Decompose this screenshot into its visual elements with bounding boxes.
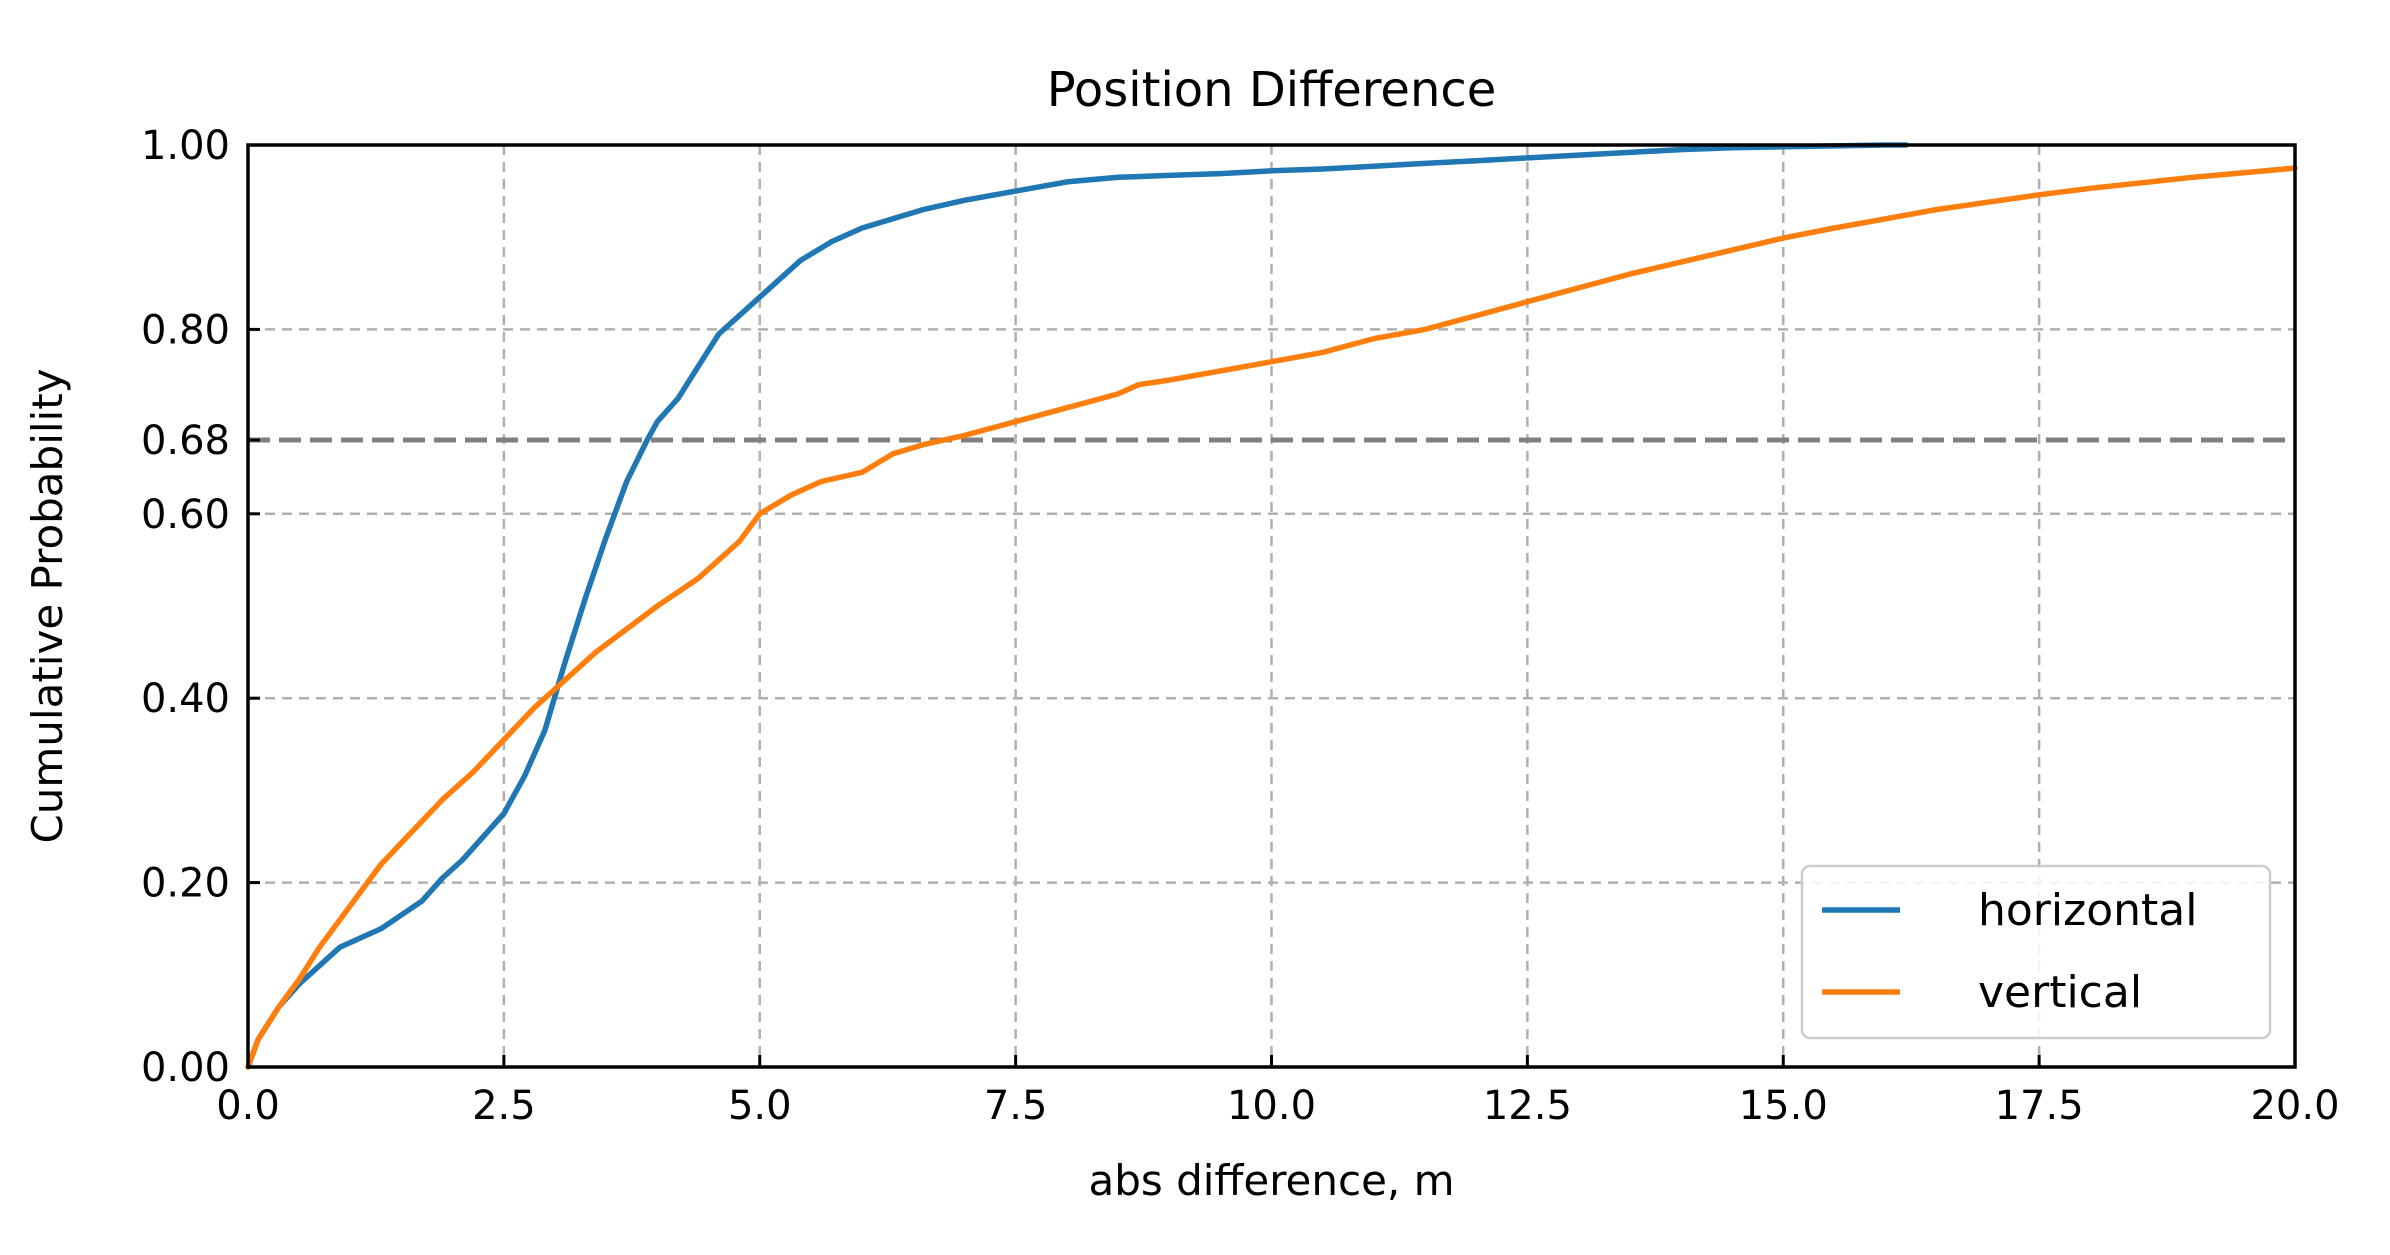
y-tick-label: 0.20	[141, 861, 230, 907]
x-tick-label: 7.5	[984, 1083, 1048, 1129]
x-tick-label: 2.5	[472, 1083, 536, 1129]
x-tick-label: 0.0	[216, 1083, 280, 1129]
x-tick-label: 20.0	[2250, 1083, 2339, 1129]
y-tick-label: 0.68	[141, 418, 230, 464]
grid	[248, 145, 2295, 1067]
chart-title: Position Difference	[1047, 62, 1497, 118]
y-tick-label: 0.00	[141, 1045, 230, 1091]
legend-box	[1800, 864, 2272, 1040]
axis-ticks: 0.0 2.5 5.0 7.5 10.0 12.5 15.0 17.5 20.0 0.00 0.20…	[141, 123, 2340, 1129]
series-line-horizontal	[245, 142, 1909, 1070]
y-axis-label: Cumulative Probability	[23, 368, 72, 843]
y-tick-label: 0.40	[141, 676, 230, 722]
x-tick-label: 17.5	[1995, 1083, 2084, 1129]
legend: horizontal vertical	[1800, 864, 2272, 1040]
y-tick-label: 0.60	[141, 492, 230, 538]
x-tick-label: 12.5	[1483, 1083, 1572, 1129]
series-lines	[245, 142, 2298, 1070]
x-axis-label: abs difference, m	[1088, 1156, 1454, 1205]
series-line-vertical	[245, 165, 2298, 1070]
y-tick-label: 0.80	[141, 307, 230, 353]
y-tick-label: 1.00	[141, 123, 230, 169]
x-tick-label: 15.0	[1739, 1083, 1828, 1129]
legend-label-horizontal: horizontal	[1978, 885, 2197, 936]
x-tick-label: 5.0	[728, 1083, 792, 1129]
legend-label-vertical: vertical	[1978, 967, 2142, 1018]
x-tick-label: 10.0	[1227, 1083, 1316, 1129]
